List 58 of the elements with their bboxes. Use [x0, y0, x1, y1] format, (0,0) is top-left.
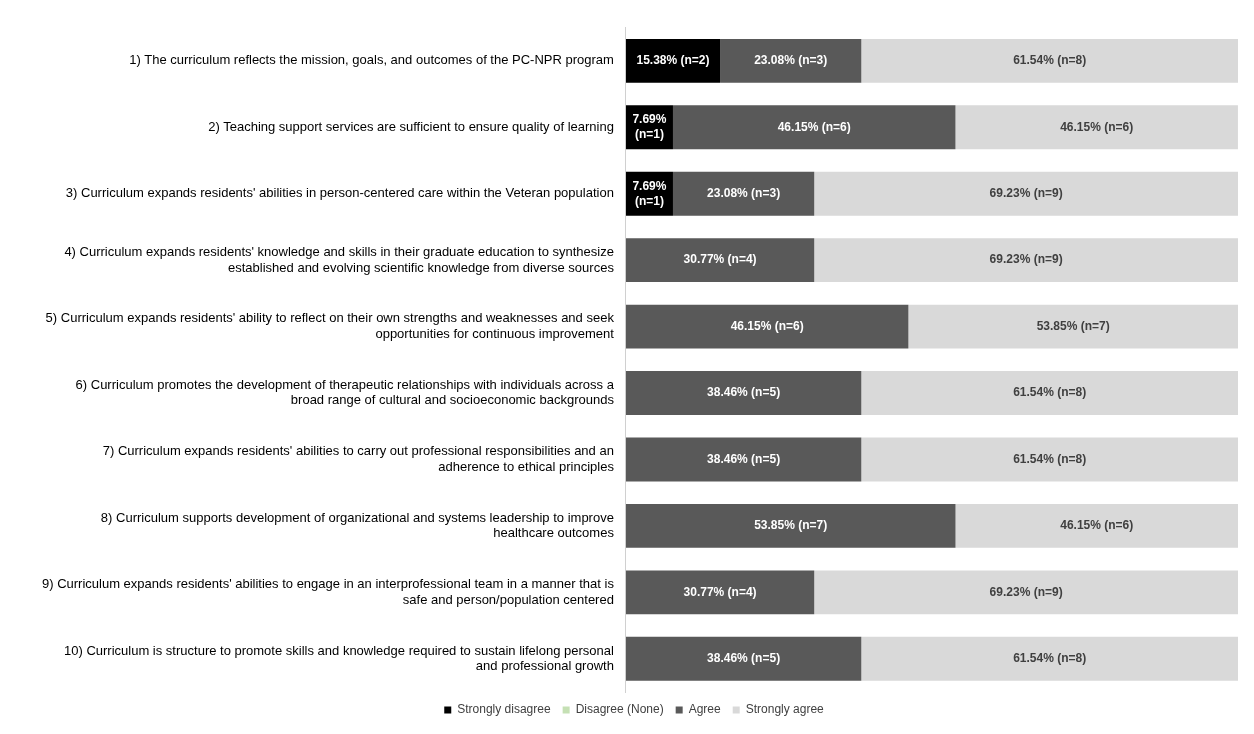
bar: [861, 371, 1238, 415]
bar: [625, 304, 909, 349]
data-label: 23.08% (n=3): [707, 186, 781, 201]
data-label: 69.23% (n=9): [989, 584, 1063, 599]
bar: [814, 238, 1238, 283]
data-label: 23.08% (n=3): [754, 53, 828, 68]
y-tick-label: 9) Curriculum expands residents' abilities to engage in an interprofessional team in a manner that is safe and person/population centered: [41, 576, 615, 607]
legend-label: Agree: [688, 702, 722, 717]
y-tick-label: 4) Curriculum expands residents' knowledge and skills in their graduate education to synthesize established and evolving scientific knowledge from diverse sources: [64, 243, 615, 275]
y-tick-label: 3) Curriculum expands residents' abilities in person-centered care within the Veteran population: [65, 185, 614, 201]
data-label: 7.69% (n=1): [632, 178, 667, 208]
data-label: 38.46% (n=5): [707, 385, 781, 400]
legend-label: Strongly disagree: [457, 702, 551, 717]
data-label: 61.54% (n=8): [1013, 53, 1087, 68]
data-label: 46.15% (n=6): [1060, 119, 1134, 134]
y-tick-label: 8) Curriculum supports development of organizational and systems leadership to improve healthcare outcomes: [100, 509, 615, 541]
bar: [814, 171, 1238, 216]
data-label: 69.23% (n=9): [989, 186, 1063, 201]
bar: [672, 171, 815, 216]
data-label: 46.15% (n=6): [730, 318, 804, 333]
data-label: 30.77% (n=4): [683, 584, 757, 599]
bar: [861, 38, 1238, 83]
data-label: 7.69% (n=1): [632, 112, 667, 142]
bar: [625, 238, 815, 283]
bar: [861, 636, 1238, 681]
bar: [625, 503, 956, 548]
data-label: 53.85% (n=7): [1036, 318, 1110, 333]
y-tick-label: 1) The curriculum reflects the mission, goals, and outcomes of the PC-NPR program: [129, 52, 614, 68]
bar: [625, 570, 815, 615]
y-tick-label: 5) Curriculum expands residents' ability to reflect on their own strengths and weaknesses and seek opportunities for continuous improvement: [45, 310, 615, 341]
legend-label: Strongly agree: [745, 702, 825, 717]
bar: [814, 570, 1238, 615]
data-label: 38.46% (n=5): [707, 451, 781, 466]
y-tick-label: 10) Curriculum is structure to promote skills and knowledge required to sustain lifelong personal and professional growth: [64, 642, 614, 674]
y-tick-label: 6) Curriculum promotes the development of therapeutic relationships with individuals across a broad range of cultural and socioeconomic backgrounds: [75, 376, 615, 408]
bar: [720, 38, 862, 83]
data-label: 61.54% (n=8): [1013, 385, 1087, 400]
bar: [861, 437, 1238, 482]
data-label: 61.54% (n=8): [1013, 451, 1087, 466]
bar: [625, 38, 721, 83]
data-label: 46.15% (n=6): [777, 119, 851, 134]
bar: [625, 371, 862, 415]
data-label: 61.54% (n=8): [1013, 651, 1087, 666]
data-label: 15.38% (n=2): [636, 53, 710, 68]
data-label: 38.46% (n=5): [707, 651, 781, 666]
data-label: 46.15% (n=6): [1060, 518, 1134, 533]
bar: [672, 105, 956, 150]
data-label: 53.85% (n=7): [754, 518, 828, 533]
bar: [625, 636, 862, 681]
bar: [908, 304, 1238, 349]
data-label: 30.77% (n=4): [683, 252, 757, 267]
bar: [955, 105, 1238, 150]
bar: [625, 437, 862, 482]
y-tick-label: 7) Curriculum expands residents' abilities to carry out professional responsibilities and an adherence to ethical principles: [102, 443, 615, 474]
legend-label: Disagree (None): [575, 702, 664, 717]
data-label: 69.23% (n=9): [989, 252, 1063, 267]
bar: [955, 503, 1238, 548]
y-tick-label: 2) Teaching support services are sufficient to ensure quality of learning: [208, 118, 614, 134]
